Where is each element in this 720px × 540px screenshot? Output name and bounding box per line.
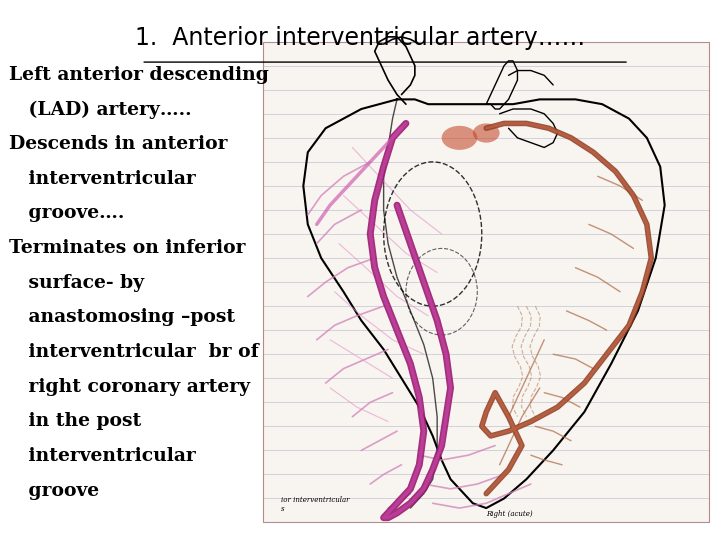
- Text: interventricular: interventricular: [9, 170, 195, 188]
- Text: surface- by: surface- by: [9, 274, 144, 292]
- Text: ior interventricular
s: ior interventricular s: [281, 496, 349, 513]
- Text: interventricular  br of: interventricular br of: [9, 343, 258, 361]
- Ellipse shape: [441, 126, 477, 150]
- Text: groove….: groove….: [9, 205, 124, 222]
- Text: Left anterior descending: Left anterior descending: [9, 66, 269, 84]
- Text: Terminates on inferior: Terminates on inferior: [9, 239, 245, 257]
- Text: Descends in anterior: Descends in anterior: [9, 135, 227, 153]
- Text: interventricular: interventricular: [9, 447, 195, 465]
- Text: anastomosing –post: anastomosing –post: [9, 308, 235, 326]
- Text: 1.  Anterior interventricular artery……: 1. Anterior interventricular artery……: [135, 25, 585, 50]
- Ellipse shape: [473, 124, 500, 143]
- Text: right coronary artery: right coronary artery: [9, 377, 250, 396]
- Text: in the post: in the post: [9, 413, 141, 430]
- Text: groove: groove: [9, 482, 99, 500]
- Text: (LAD) artery…..: (LAD) artery…..: [9, 100, 192, 119]
- Text: Right (acute): Right (acute): [486, 510, 533, 518]
- Bar: [264, 42, 709, 523]
